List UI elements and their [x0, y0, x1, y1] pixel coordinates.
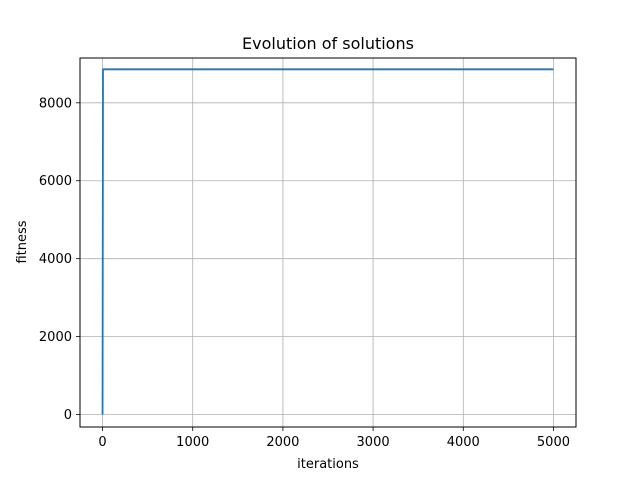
- y-tick-label: 6000: [39, 174, 72, 189]
- series-layer: [101, 68, 554, 415]
- y-tick-label: 0: [64, 408, 72, 423]
- series-line: [101, 68, 554, 415]
- y-tick-label: 4000: [39, 252, 72, 267]
- x-tick-label: 5000: [537, 435, 570, 450]
- x-tick-label: 3000: [357, 435, 390, 450]
- chart-title: Evolution of solutions: [242, 34, 414, 53]
- x-axis-label: iterations: [297, 457, 359, 472]
- x-tick-label: 1000: [176, 435, 209, 450]
- x-tick-label: 4000: [447, 435, 480, 450]
- grid-lines: [80, 58, 576, 427]
- x-tick-label: 2000: [266, 435, 299, 450]
- plot-background: [80, 58, 576, 427]
- x-axis-ticks: 0 1000 2000 3000 4000 5000: [98, 427, 570, 450]
- y-axis-ticks: 0 2000 4000 6000 8000: [39, 96, 80, 423]
- y-tick-label: 2000: [39, 330, 72, 345]
- x-tick-label: 0: [98, 435, 106, 450]
- plot-frame: [79, 57, 577, 428]
- y-axis-label: fitness: [15, 220, 30, 263]
- y-tick-label: 8000: [39, 96, 72, 111]
